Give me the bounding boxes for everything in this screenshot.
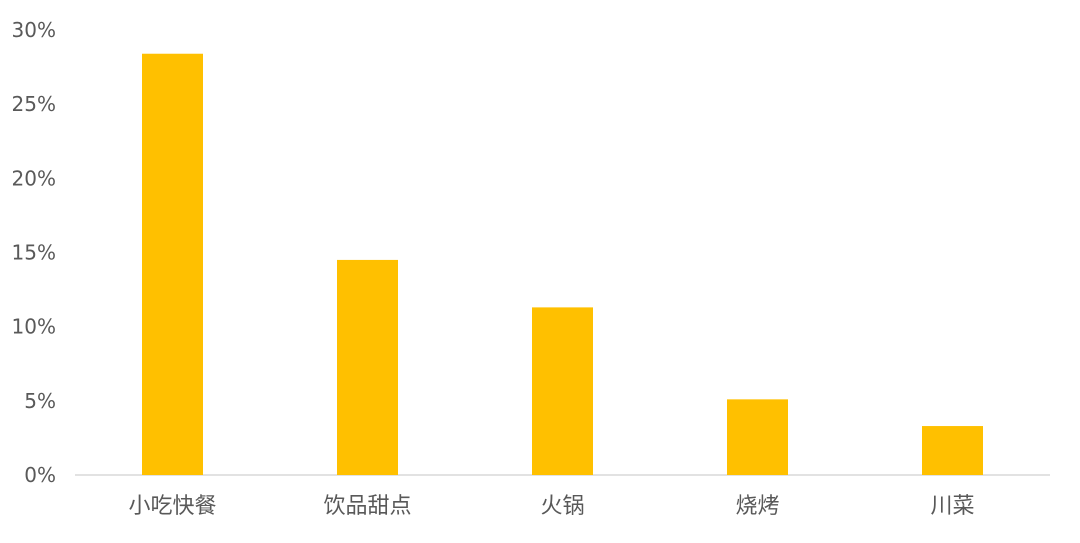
x-category-label: 川菜: [930, 494, 974, 519]
y-tick-label: 0%: [24, 463, 56, 487]
y-tick-label: 25%: [12, 92, 56, 116]
bar-2: [337, 259, 398, 475]
bar-1: [142, 53, 203, 475]
bar-3: [532, 307, 593, 475]
y-tick-label: 15%: [12, 241, 56, 265]
x-category-label: 饮品甜点: [323, 494, 411, 519]
x-category-label: 火锅: [540, 494, 584, 519]
y-tick-label: 30%: [12, 18, 56, 42]
y-tick-label: 5%: [24, 389, 56, 413]
y-tick-label: 20%: [12, 166, 56, 190]
x-category-label: 烧烤: [735, 494, 779, 519]
y-tick-label: 10%: [12, 315, 56, 339]
bar-5: [922, 426, 983, 475]
x-category-label: 小吃快餐: [128, 494, 216, 519]
bar-4: [727, 399, 788, 475]
